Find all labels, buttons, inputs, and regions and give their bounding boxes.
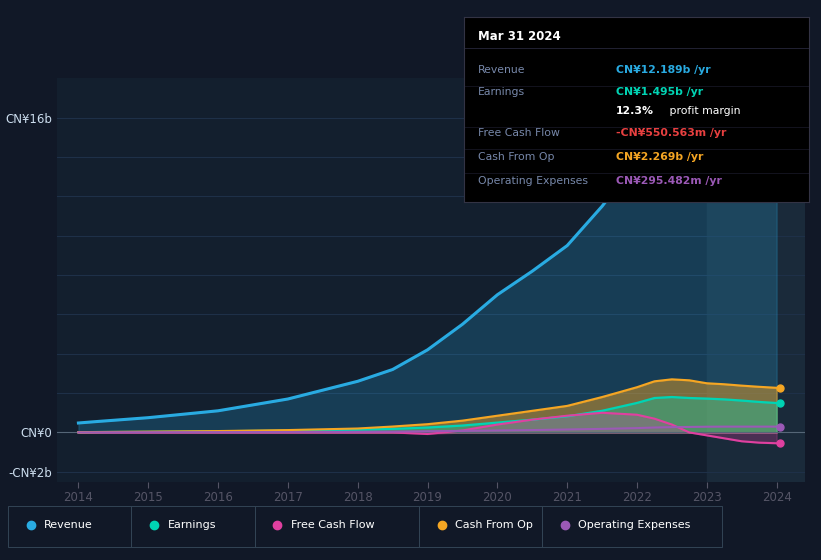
Text: Earnings: Earnings	[478, 87, 525, 97]
Text: Operating Expenses: Operating Expenses	[478, 176, 588, 186]
Text: Free Cash Flow: Free Cash Flow	[478, 128, 560, 138]
Text: Cash From Op: Cash From Op	[478, 152, 554, 162]
Text: CN¥295.482m /yr: CN¥295.482m /yr	[616, 176, 722, 186]
Text: 12.3%: 12.3%	[616, 105, 654, 115]
Text: Mar 31 2024: Mar 31 2024	[478, 30, 561, 43]
Text: Revenue: Revenue	[478, 65, 525, 75]
Text: CN¥2.269b /yr: CN¥2.269b /yr	[616, 152, 703, 162]
Text: -CN¥550.563m /yr: -CN¥550.563m /yr	[616, 128, 726, 138]
Text: Revenue: Revenue	[44, 520, 93, 530]
Text: Earnings: Earnings	[167, 520, 216, 530]
Bar	[707, 78, 812, 482]
Text: Operating Expenses: Operating Expenses	[578, 520, 690, 530]
Text: Free Cash Flow: Free Cash Flow	[291, 520, 374, 530]
Text: CN¥1.495b /yr: CN¥1.495b /yr	[616, 87, 703, 97]
Text: profit margin: profit margin	[666, 105, 740, 115]
Text: Cash From Op: Cash From Op	[455, 520, 533, 530]
Text: CN¥12.189b /yr: CN¥12.189b /yr	[616, 65, 710, 75]
